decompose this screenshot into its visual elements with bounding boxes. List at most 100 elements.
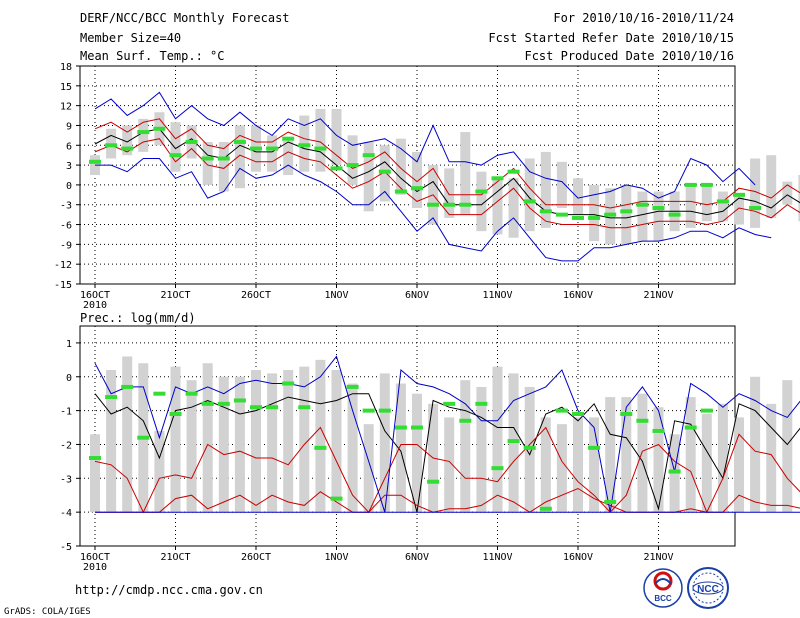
temp-ensemble-box bbox=[556, 161, 567, 209]
prec-ensemble-box bbox=[186, 380, 197, 513]
refer-date: Fcst Started Refer Date 2010/10/15 bbox=[488, 31, 734, 45]
prec-obs-marker bbox=[394, 425, 407, 430]
temp-ensemble-box bbox=[122, 125, 133, 156]
prec-ensemble-box bbox=[589, 417, 600, 513]
prec-obs-marker bbox=[250, 405, 262, 410]
temp-obs-marker bbox=[604, 212, 617, 217]
temp-ensemble-box bbox=[234, 125, 245, 189]
prec-ensemble-box bbox=[734, 417, 744, 513]
temp-obs-marker bbox=[89, 159, 101, 164]
temp-x-tick-label: 21NOV bbox=[643, 290, 673, 301]
ncc-logo-text: NCC bbox=[697, 584, 719, 595]
ncc-logo: NCC bbox=[687, 567, 729, 609]
prec-x-tick-label: 21NOV bbox=[643, 552, 673, 563]
temp-y-tick-label: 3 bbox=[66, 161, 72, 172]
temp-obs-marker bbox=[217, 156, 230, 161]
temp-obs-marker bbox=[588, 215, 601, 220]
temp-x-tick-label: 11NOV bbox=[482, 290, 512, 301]
temp-obs-marker bbox=[491, 176, 504, 181]
temp-obs-marker bbox=[185, 139, 198, 144]
temp-obs-marker bbox=[427, 202, 440, 207]
prec-obs-marker bbox=[684, 425, 697, 430]
prec-ensemble-box bbox=[412, 393, 422, 513]
prec-outer-line bbox=[94, 355, 800, 513]
temp-obs-marker bbox=[250, 146, 262, 151]
temp-ensemble-box bbox=[717, 191, 728, 222]
temp-ensemble-box bbox=[734, 194, 744, 225]
prec-ensemble-box bbox=[90, 434, 100, 513]
temp-obs-marker bbox=[362, 153, 375, 158]
temp-obs-marker bbox=[523, 199, 536, 204]
prec-ensemble-box bbox=[637, 393, 648, 513]
temp-ensemble-box bbox=[395, 138, 406, 195]
temp-obs-marker bbox=[555, 212, 568, 217]
temp-ensemble-box bbox=[540, 151, 551, 228]
temp-ensemble-box bbox=[283, 138, 294, 175]
temp-ensemble-box bbox=[347, 135, 358, 185]
prec-obs-marker bbox=[233, 398, 246, 403]
temp-obs-marker bbox=[298, 143, 311, 148]
temp-obs-marker bbox=[684, 182, 697, 187]
prec-obs-marker bbox=[153, 391, 166, 396]
temp-obs-marker bbox=[169, 153, 182, 158]
prec-obs-marker bbox=[604, 500, 617, 504]
temp-y-tick-label: 0 bbox=[66, 181, 72, 192]
prec-obs-marker bbox=[700, 408, 713, 413]
temperature-panel: 16OCT 21OCT 26OCT 1NOV 6NOV 11NOV 16NOV 21NOV 20… bbox=[54, 62, 800, 311]
temp-obs-marker bbox=[201, 156, 214, 161]
temp-ensemble-box bbox=[492, 178, 503, 235]
temp-outer-line bbox=[94, 91, 756, 199]
temp-y-tick-label: -9 bbox=[60, 240, 72, 251]
temp-x-tick-label: 21OCT bbox=[160, 290, 190, 301]
temp-ensemble-box bbox=[315, 108, 326, 172]
prec-ensemble-box bbox=[540, 417, 551, 513]
temp-obs-marker bbox=[620, 209, 633, 214]
temp-obs-marker bbox=[121, 146, 134, 151]
temp-y-tick-label: -3 bbox=[60, 201, 72, 212]
prec-obs-marker bbox=[555, 408, 568, 413]
prec-obs-marker bbox=[523, 445, 536, 450]
temp-x-tick-label: 16OCT bbox=[80, 290, 110, 301]
prec-y-tick-label: -4 bbox=[60, 508, 72, 519]
prec-obs-marker bbox=[169, 412, 182, 416]
temp-obs-marker bbox=[443, 202, 456, 207]
temp-inner-line bbox=[94, 118, 800, 209]
prec-ensemble-box bbox=[347, 383, 358, 513]
temp-inner-line bbox=[94, 138, 800, 229]
prec-obs-marker bbox=[314, 445, 327, 450]
prec-obs-marker bbox=[185, 391, 198, 396]
footer-url[interactable]: http://cmdp.ncc.cma.gov.cn bbox=[75, 583, 263, 597]
prec-ensemble-box bbox=[750, 376, 761, 513]
temp-ensemble-box bbox=[170, 122, 181, 172]
prec-ensemble-box bbox=[251, 370, 261, 513]
precip-panel-title: Prec.: log(mm/d) bbox=[80, 311, 196, 325]
temp-obs-marker bbox=[266, 146, 279, 151]
prec-obs-marker bbox=[282, 381, 295, 386]
prec-ensemble-box bbox=[154, 430, 165, 513]
prec-ensemble-box bbox=[701, 414, 712, 513]
temp-obs-marker bbox=[572, 215, 584, 220]
prec-obs-marker bbox=[201, 401, 214, 406]
prec-obs-marker bbox=[588, 445, 601, 450]
prec-ensemble-box bbox=[315, 359, 326, 513]
prec-obs-marker bbox=[539, 506, 552, 511]
temp-ensemble-box bbox=[331, 108, 342, 166]
prec-ensemble-box bbox=[267, 373, 278, 513]
temp-ensemble-box bbox=[412, 151, 422, 209]
prec-x-tick-label: 11NOV bbox=[482, 552, 512, 563]
precipitation-panel: 16OCT 21OCT 26OCT 1NOV 6NOV 11NOV 16NOV 21NOV 20… bbox=[60, 325, 800, 573]
prec-obs-marker bbox=[137, 435, 150, 440]
temp-y-tick-label: -12 bbox=[54, 260, 72, 271]
prec-obs-marker bbox=[362, 408, 375, 413]
temp-ensemble-box bbox=[653, 191, 664, 242]
forecast-period: For 2010/10/16-2010/11/24 bbox=[553, 11, 734, 25]
prec-ensemble-box bbox=[492, 366, 503, 513]
temp-obs-marker bbox=[153, 126, 166, 131]
prec-ensemble-box bbox=[331, 370, 342, 513]
temp-obs-marker bbox=[378, 169, 391, 174]
prec-obs-marker bbox=[411, 425, 423, 430]
temp-plot-frame bbox=[79, 65, 736, 285]
prec-ensemble-box bbox=[476, 386, 487, 513]
prec-x-tick-label: 16NOV bbox=[563, 552, 593, 563]
prec-y-tick-label: -1 bbox=[60, 407, 72, 418]
